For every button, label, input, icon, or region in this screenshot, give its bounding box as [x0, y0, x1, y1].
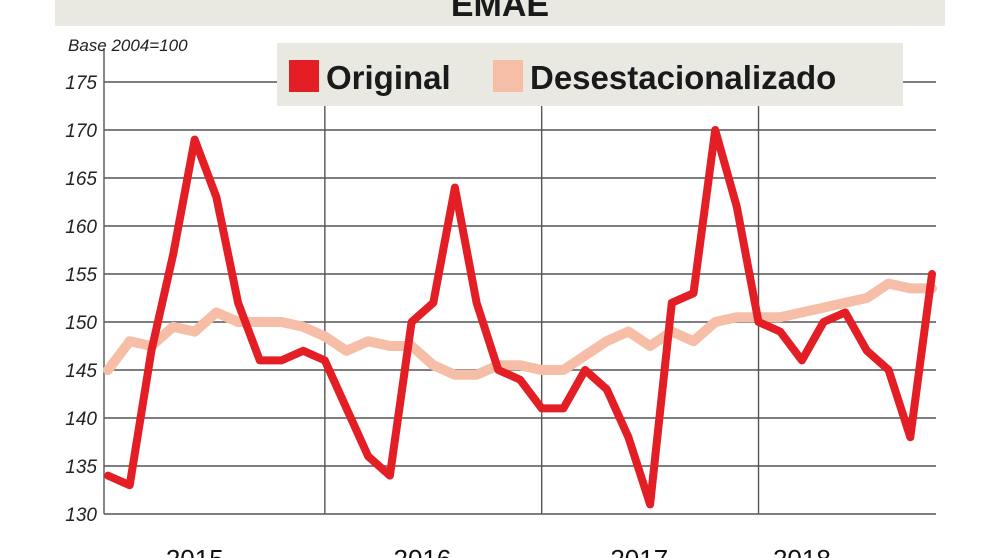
grid	[103, 48, 936, 515]
data-point-original	[798, 356, 806, 364]
legend-label-original: Original	[326, 59, 451, 96]
data-point-desestacionalizado	[884, 279, 894, 289]
y-tick-label: 130	[65, 505, 97, 526]
data-point-original	[104, 472, 112, 480]
data-point-desestacionalizado	[645, 341, 655, 351]
data-point-desestacionalizado	[797, 307, 807, 317]
legend: Original Desestacionalizado	[277, 43, 903, 106]
data-point-desestacionalizado	[558, 365, 568, 375]
data-point-original	[559, 404, 567, 412]
data-point-desestacionalizado	[211, 307, 221, 317]
data-point-original	[516, 376, 524, 384]
data-point-desestacionalizado	[602, 336, 612, 346]
data-point-desestacionalizado	[103, 365, 113, 375]
x-tick-label: 2016	[393, 544, 451, 558]
data-point-original	[321, 356, 329, 364]
data-point-original	[408, 318, 416, 326]
y-tick-label: 135	[65, 457, 97, 478]
y-tick-label: 150	[65, 313, 97, 334]
data-point-desestacionalizado	[472, 370, 482, 380]
data-point-desestacionalizado	[732, 312, 742, 322]
data-point-desestacionalizado	[363, 336, 373, 346]
y-tick-label: 175	[65, 73, 97, 94]
y-tick-label: 170	[65, 121, 97, 142]
data-point-original	[581, 366, 589, 374]
data-point-desestacionalizado	[862, 293, 872, 303]
data-point-original	[386, 472, 394, 480]
data-point-original	[755, 318, 762, 326]
data-point-desestacionalizado	[190, 327, 200, 337]
data-point-desestacionalizado	[689, 336, 698, 346]
data-point-original	[256, 356, 264, 364]
data-point-original	[494, 366, 502, 374]
data-point-original	[169, 251, 177, 259]
x-tick-label: 2018	[773, 544, 831, 558]
data-point-original	[668, 299, 676, 307]
legend-swatch-desestacionalizado	[493, 60, 523, 92]
series-layer	[103, 126, 937, 509]
data-point-original	[928, 270, 936, 278]
data-point-desestacionalizado	[515, 360, 525, 370]
y-tick-label: 140	[65, 409, 97, 430]
data-point-desestacionalizado	[125, 336, 135, 346]
legend-label-desestacionalizado: Desestacionalizado	[530, 59, 836, 96]
data-point-desestacionalizado	[168, 322, 178, 332]
chart-title: EMAE	[450, 0, 550, 24]
data-point-desestacionalizado	[255, 317, 265, 327]
data-point-desestacionalizado	[710, 317, 720, 327]
x-tick-label: 2017	[610, 544, 668, 558]
data-point-desestacionalizado	[298, 322, 308, 332]
data-point-original	[473, 299, 481, 307]
data-point-original	[191, 136, 199, 144]
data-point-desestacionalizado	[428, 360, 438, 370]
data-point-desestacionalizado	[775, 312, 785, 322]
y-tick-label: 160	[65, 217, 97, 238]
data-point-original	[820, 318, 828, 326]
data-point-desestacionalizado	[905, 283, 915, 293]
title-band: EMAE	[55, 0, 945, 26]
data-point-original	[364, 452, 372, 460]
data-point-desestacionalizado	[580, 351, 590, 361]
data-point-original	[234, 299, 242, 307]
data-point-original	[733, 203, 741, 211]
data-point-original	[624, 433, 632, 441]
data-point-original	[841, 308, 849, 316]
y-tick-label: 145	[65, 361, 97, 382]
data-point-original	[711, 126, 719, 134]
data-point-desestacionalizado	[320, 331, 330, 341]
legend-swatch-original	[289, 60, 319, 92]
data-point-original	[299, 347, 307, 355]
data-point-desestacionalizado	[385, 341, 395, 351]
data-point-original	[603, 385, 611, 393]
data-point-desestacionalizado	[342, 346, 351, 356]
data-point-original	[538, 404, 546, 412]
data-point-original	[212, 193, 220, 201]
data-point-original	[343, 404, 350, 412]
y-tick-label: 155	[65, 265, 97, 286]
data-point-original	[278, 356, 285, 364]
data-point-original	[646, 500, 654, 508]
y-tick-label: 165	[65, 169, 97, 190]
data-point-desestacionalizado	[623, 327, 633, 337]
data-point-original	[147, 347, 155, 355]
data-point-original	[451, 184, 459, 192]
data-point-original	[863, 347, 871, 355]
data-point-desestacionalizado	[537, 365, 547, 375]
data-point-original	[126, 481, 134, 489]
data-point-desestacionalizado	[277, 317, 286, 327]
data-point-original	[885, 366, 893, 374]
data-point-original	[776, 328, 784, 336]
data-point-original	[690, 289, 697, 297]
x-tick-label: 2015	[166, 544, 224, 558]
data-point-desestacionalizado	[840, 298, 850, 308]
data-point-desestacionalizado	[819, 303, 829, 313]
y-axis-label: Base 2004=100	[68, 36, 188, 55]
tick-labels: 130 135 140 145 150 155 160 165 170 175 2015 2016 20…	[65, 73, 831, 558]
legend-background	[277, 43, 903, 106]
data-point-desestacionalizado	[450, 370, 460, 380]
data-point-original	[906, 433, 914, 441]
data-point-original	[429, 299, 437, 307]
